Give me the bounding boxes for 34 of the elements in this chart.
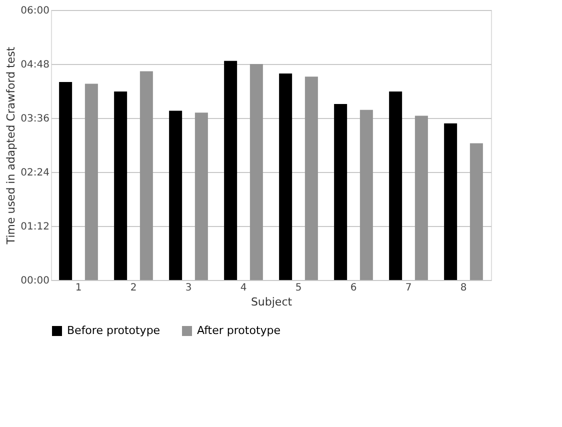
x-tick-label: 8: [460, 282, 467, 294]
bar: [279, 73, 292, 280]
bar: [224, 60, 238, 280]
bar: [114, 91, 128, 280]
legend-label: Before prototype: [67, 324, 160, 337]
x-tick-label: 1: [75, 282, 82, 294]
bar: [250, 64, 263, 280]
bar: [304, 76, 318, 280]
bar: [140, 71, 153, 280]
bar: [470, 143, 483, 280]
bar: [414, 116, 428, 280]
x-tick-label: 6: [350, 282, 357, 294]
y-tick-label: 02:24: [20, 168, 50, 178]
bar: [360, 110, 373, 280]
y-tick-label: 04:48: [20, 60, 50, 70]
x-tick-label: 2: [130, 282, 137, 294]
bar: [169, 110, 182, 280]
x-tick-label: 4: [240, 282, 247, 294]
x-axis-title: Subject: [250, 296, 293, 308]
x-tick-label: 5: [295, 282, 302, 294]
bar: [389, 91, 402, 280]
y-tick-label: 03:36: [20, 114, 50, 124]
y-tick-label: 06:00: [20, 6, 50, 16]
bar: [334, 104, 348, 280]
x-tick-label: 7: [405, 282, 412, 294]
y-tick-label: 01:12: [20, 222, 50, 232]
y-axis-title: Time used in adapted Crawford test: [4, 46, 18, 246]
x-tick-label: 3: [185, 282, 192, 294]
y-tick-label: 00:00: [20, 276, 50, 286]
bar: [84, 84, 98, 280]
bar: [59, 82, 72, 280]
bar: [444, 123, 458, 280]
legend-label: After prototype: [197, 324, 281, 337]
bar: [194, 112, 208, 280]
